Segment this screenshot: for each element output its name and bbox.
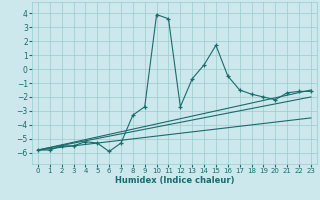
X-axis label: Humidex (Indice chaleur): Humidex (Indice chaleur)	[115, 176, 234, 185]
